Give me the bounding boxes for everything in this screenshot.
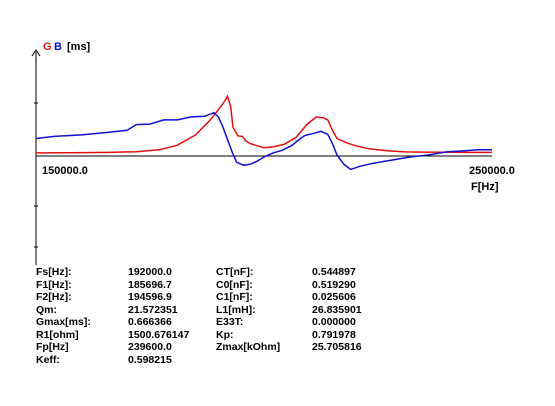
- y-axis-arrow-icon: [31, 49, 41, 57]
- parameter-label: R1[ohm]: [36, 328, 79, 341]
- parameter-label: Qm:: [36, 303, 57, 316]
- parameter-label: F2[Hz]:: [36, 291, 72, 303]
- parameter-label: Zmax[kOhm]: [216, 341, 281, 353]
- parameter-label: F1[Hz]:: [36, 278, 72, 291]
- parameter-value: 25.705816: [312, 341, 362, 353]
- parameter-label: C0[nF]:: [216, 278, 253, 291]
- parameter-label: E33T:: [216, 316, 244, 328]
- parameter-row: Gmax[ms]: 0.666366 E33T: 0.000000: [36, 316, 402, 329]
- x-tick-max-label: 250000.0: [469, 165, 515, 177]
- parameter-table: Fs[Hz]: 192000.0 CT[nF]: 0.544897 F1[Hz]: 185…: [36, 266, 402, 366]
- parameter-value: 1500.676147: [128, 328, 190, 341]
- parameter-label: [216, 354, 312, 367]
- parameter-label: Fp[Hz]: [36, 341, 69, 353]
- parameter-value: 26.835901: [312, 303, 362, 316]
- parameter-row: F2[Hz]: 194596.9 C1[nF]: 0.025606: [36, 291, 402, 304]
- series-b-line: [35, 111, 492, 171]
- parameter-row: Fs[Hz]: 192000.0 CT[nF]: 0.544897: [36, 266, 402, 279]
- parameter-value: 185696.7: [128, 278, 172, 291]
- x-tick-min-label: 150000.0: [42, 165, 88, 177]
- parameter-label: Kp:: [216, 328, 234, 341]
- parameter-label: Keff:: [36, 353, 60, 366]
- legend-g-label: G: [43, 41, 52, 53]
- legend-b-label: B: [54, 41, 62, 53]
- parameter-value: 21.572351: [128, 303, 178, 316]
- y-unit-label: [ms]: [67, 41, 91, 53]
- parameter-label: CT[nF]:: [216, 266, 254, 278]
- parameter-row: R1[ohm] 1500.676147 Kp: 0.791978: [36, 329, 402, 342]
- parameter-value: 0.791978: [312, 328, 356, 341]
- parameter-value: 0.519290: [312, 278, 356, 291]
- parameter-row: Keff: 0.598215: [36, 354, 402, 367]
- parameter-row: Qm: 21.572351 L1[mH]: 26.835901: [36, 304, 402, 317]
- parameter-label: Fs[Hz]:: [36, 266, 72, 278]
- series-g-line: [35, 94, 492, 154]
- parameter-value: 0.544897: [312, 266, 356, 278]
- parameter-value: 0.025606: [312, 291, 356, 303]
- parameter-label: C1[nF]:: [216, 291, 253, 303]
- parameter-label: Gmax[ms]:: [36, 316, 91, 328]
- parameter-value: 192000.0: [128, 266, 172, 278]
- parameter-row: F1[Hz]: 185696.7 C0[nF]: 0.519290: [36, 279, 402, 292]
- parameter-value: 0.598215: [128, 353, 172, 366]
- parameter-value: 194596.9: [128, 291, 172, 303]
- parameter-value: 0.666366: [128, 316, 172, 328]
- parameter-value: 0.000000: [312, 316, 356, 328]
- x-axis-label: F[Hz]: [471, 181, 499, 193]
- parameter-value: [312, 354, 402, 367]
- parameter-value: 239600.0: [128, 341, 172, 353]
- parameter-label: L1[mH]:: [216, 303, 256, 316]
- parameter-row: Fp[Hz] 239600.0 Zmax[kOhm] 25.705816: [36, 341, 402, 354]
